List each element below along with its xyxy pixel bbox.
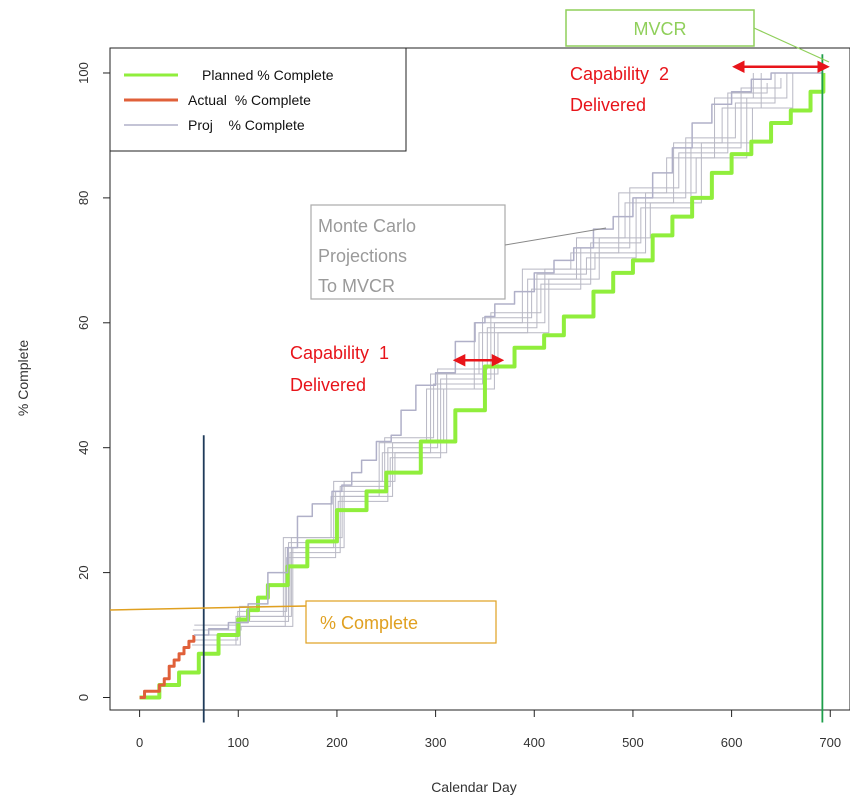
projection-spread-line [192,72,762,631]
vertical-marker-lines [202,54,824,723]
y-tick-label: 40 [76,440,91,454]
projection-spread-line [195,72,788,646]
legend-label-proj: Proj % Complete [188,117,305,133]
pct-complete-text: % Complete [320,613,418,633]
x-tick-label: 0 [136,735,143,750]
series-line-2 [193,72,824,636]
y-tick-label: 20 [76,565,91,579]
capability-1-line1: Capability 1 [290,343,389,363]
pct-complete-callout: % Complete [109,600,497,644]
monte-carlo-line3: To MVCR [318,276,395,296]
capability-2-line1: Capability 2 [570,64,669,84]
monte-carlo-callout: Monte Carlo Projections To MVCR [310,204,607,300]
legend-label-planned: Planned % Complete [202,67,334,83]
projection-spread-line [193,82,768,641]
x-tick-label: 700 [819,735,841,750]
x-tick-label: 600 [721,735,743,750]
y-tick-label: 60 [76,316,91,330]
y-tick-label: 100 [76,62,91,84]
projection-spread-line [194,72,776,626]
y-tick-label: 0 [76,694,91,701]
capability-2-callout: Capability 2 Delivered [570,60,830,115]
monte-carlo-line1: Monte Carlo [318,216,416,236]
series-line-1 [139,635,196,700]
monte-carlo-box [310,204,506,300]
x-tick-label: 400 [523,735,545,750]
y-axis-title: % Complete [15,340,31,416]
projection-spread-line [192,72,754,646]
x-tick-label: 100 [227,735,249,750]
y-tick-label: 80 [76,191,91,205]
plot-frame [109,47,850,711]
x-tick-label: 300 [425,735,447,750]
capability-1-callout: Capability 1 Delivered [290,343,505,395]
series-lines [139,72,826,700]
pct-complete-leader [109,605,307,611]
mvcr-leader [753,27,830,63]
pct-complete-box [305,600,497,644]
mvcr-text: MVCR [634,19,687,39]
axis-ticks: 0 100 200 300 400 500 600 700 0 20 40 60 80 100 [76,62,841,750]
capability-1-line2: Delivered [290,375,366,395]
legend: Planned % Complete Actual % Complete Pro… [109,47,407,152]
monte-carlo-line2: Projections [318,246,407,266]
x-tick-label: 500 [622,735,644,750]
capability-2-line2: Delivered [570,95,646,115]
mvcr-callout: MVCR [565,9,830,63]
monte-carlo-leader [504,227,607,246]
x-tick-label: 200 [326,735,348,750]
projection-spread-line [194,77,782,636]
legend-label-actual: Actual % Complete [188,92,311,108]
x-axis-title: Calendar Day [431,779,517,795]
